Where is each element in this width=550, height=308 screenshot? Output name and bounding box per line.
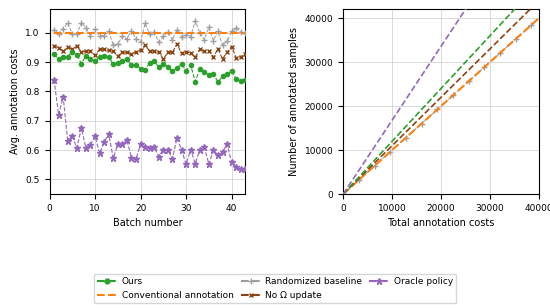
Legend: Ours, Conventional annotation, Randomized baseline, No Ω update, Oracle policy: Ours, Conventional annotation, Randomize… — [94, 274, 456, 303]
Y-axis label: Number of annotated samples: Number of annotated samples — [289, 27, 299, 176]
X-axis label: Batch number: Batch number — [113, 218, 182, 228]
X-axis label: Total annotation costs: Total annotation costs — [387, 218, 495, 228]
Y-axis label: Avg. annotation costs: Avg. annotation costs — [10, 49, 20, 154]
